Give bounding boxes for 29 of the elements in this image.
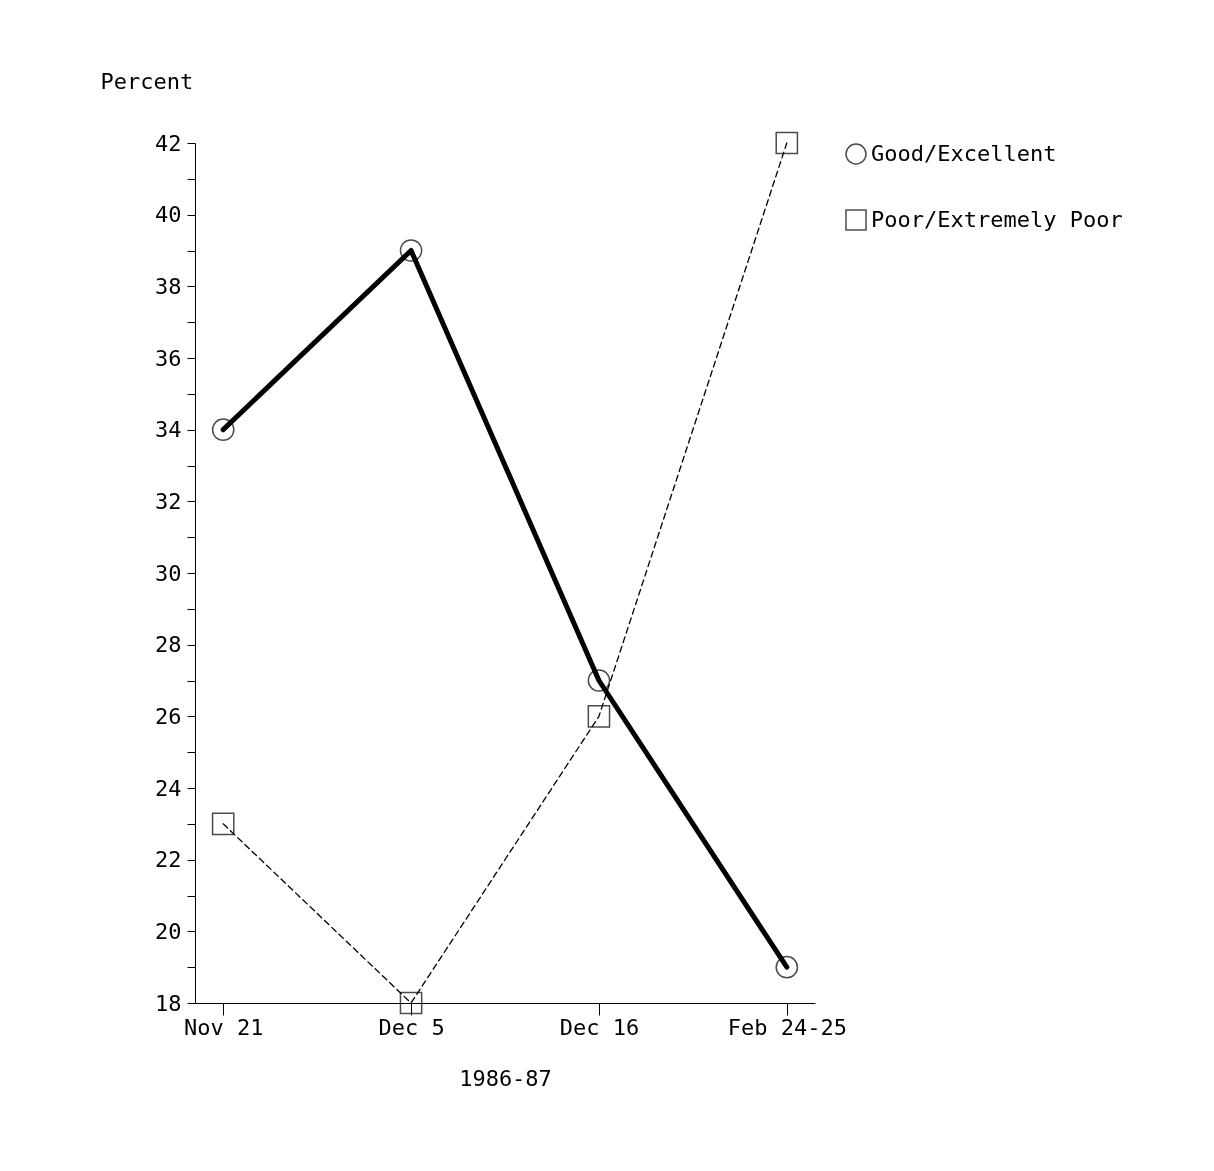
legend-label: Poor/Extremely Poor bbox=[871, 207, 1123, 232]
y-tick-label: 22 bbox=[155, 847, 182, 873]
y-tick-label: 18 bbox=[155, 990, 182, 1016]
point bbox=[587, 669, 611, 692]
point bbox=[775, 955, 799, 979]
y-tick-label: 26 bbox=[155, 703, 182, 729]
y-tick-label: 36 bbox=[155, 345, 182, 371]
x-tick-label: Dec 16 bbox=[559, 1014, 640, 1040]
x-tick-label: Feb 24-25 bbox=[727, 1014, 847, 1040]
y-tick-label: 30 bbox=[155, 560, 182, 586]
y-tick-label: 34 bbox=[155, 417, 182, 443]
y-tick-label: 32 bbox=[155, 488, 182, 514]
y-axis-title: Percent bbox=[100, 68, 194, 94]
legend-label: Good/Excellent bbox=[871, 141, 1057, 166]
x-tick-label: Nov 21 bbox=[183, 1014, 264, 1040]
x-tick-label: Dec 5 bbox=[378, 1014, 445, 1040]
point bbox=[211, 812, 235, 836]
y-tick-label: 38 bbox=[155, 273, 182, 299]
point bbox=[399, 239, 423, 262]
point bbox=[587, 704, 611, 728]
y-tick-label: 42 bbox=[155, 130, 182, 156]
y-tick-label: 40 bbox=[155, 202, 182, 228]
y-tick-label: 24 bbox=[155, 775, 182, 801]
point bbox=[399, 991, 423, 1015]
y-tick-label: 20 bbox=[155, 918, 182, 944]
point bbox=[211, 418, 235, 441]
point bbox=[775, 131, 799, 155]
x-axis-title: 1986-87 bbox=[459, 1065, 552, 1091]
y-tick-label: 28 bbox=[155, 632, 182, 658]
